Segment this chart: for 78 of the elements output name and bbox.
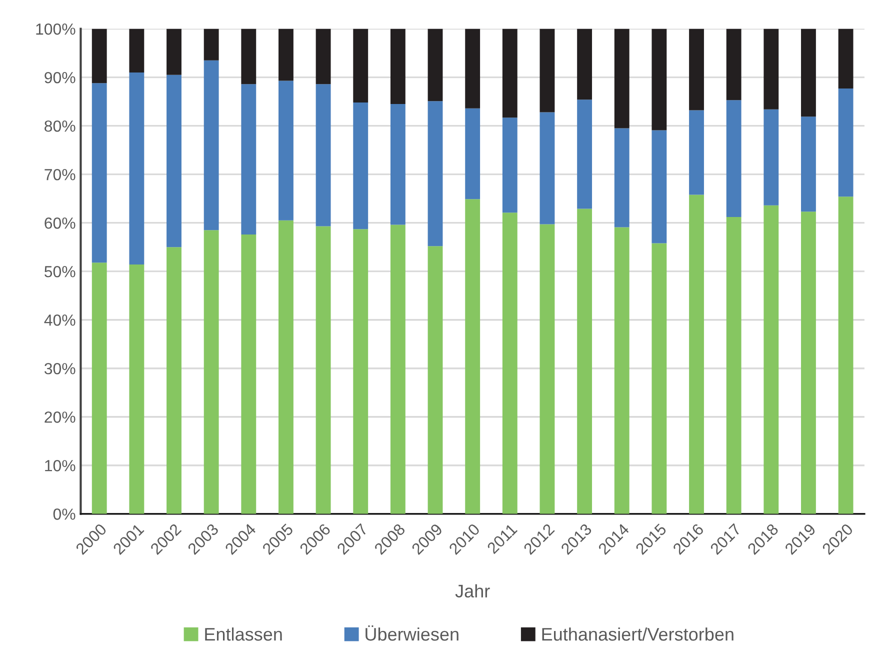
bar	[838, 196, 854, 514]
bar	[764, 109, 779, 206]
bar	[390, 224, 406, 514]
y-tick-label: 40%	[44, 314, 76, 326]
y-tick-label: 60%	[44, 217, 76, 229]
bar	[838, 88, 854, 197]
bar	[278, 220, 294, 514]
bar	[204, 60, 219, 230]
bar	[540, 112, 555, 224]
y-tick-label: 70%	[44, 168, 76, 180]
bar	[689, 110, 704, 195]
bar	[726, 100, 742, 218]
bar	[129, 72, 144, 265]
x-axis-title: Jahr	[455, 584, 490, 598]
y-tick-label: 100%	[36, 23, 76, 35]
bar	[801, 28, 816, 117]
bar	[428, 28, 443, 102]
bar	[316, 226, 331, 514]
bar	[540, 224, 555, 514]
y-tick-label: 80%	[44, 120, 76, 132]
bar	[502, 118, 518, 213]
bar	[129, 28, 144, 72]
bar	[241, 84, 256, 234]
bar	[614, 227, 630, 514]
bar	[689, 28, 704, 110]
legend-label: Überwiesen	[366, 625, 458, 641]
y-tick-label: 20%	[44, 412, 76, 423]
y-tick-label: 50%	[44, 266, 76, 278]
bar	[577, 208, 592, 514]
bar	[726, 28, 742, 100]
legend-label: Entlassen	[205, 627, 282, 641]
bar	[166, 247, 182, 514]
bar	[764, 205, 779, 514]
bar	[801, 212, 816, 514]
y-tick-label: 0%	[53, 508, 76, 520]
bar	[838, 28, 854, 88]
bar	[316, 28, 331, 84]
bar	[726, 217, 742, 514]
bar	[353, 28, 368, 103]
bar	[502, 28, 518, 118]
y-tick-label: 90%	[44, 72, 76, 84]
bar	[353, 229, 368, 514]
bar	[92, 28, 107, 84]
bar	[92, 262, 107, 514]
bar	[465, 28, 480, 108]
bar	[465, 199, 480, 514]
y-tick-label: 30%	[44, 363, 76, 374]
bar	[353, 102, 368, 230]
bar	[540, 28, 555, 112]
bar	[614, 128, 630, 228]
bar	[577, 28, 592, 100]
bar	[652, 28, 667, 130]
bar	[316, 84, 331, 226]
bar	[465, 108, 480, 200]
bar	[428, 246, 443, 514]
bar	[278, 28, 294, 81]
y-tick-label: 10%	[45, 460, 76, 472]
bar	[502, 212, 518, 514]
bar	[577, 100, 592, 209]
bar	[801, 116, 816, 212]
bar	[241, 234, 256, 514]
bar	[390, 28, 406, 104]
bar	[278, 80, 294, 220]
bar	[92, 83, 107, 263]
bar	[390, 104, 406, 225]
bar	[652, 130, 667, 244]
bar	[241, 28, 256, 84]
bar	[166, 74, 182, 248]
bar	[652, 243, 667, 514]
bar	[166, 28, 182, 75]
legend-label: Euthanasiert/Verstorben	[542, 627, 734, 641]
bar	[614, 28, 630, 128]
bar	[428, 101, 443, 246]
bar	[129, 264, 144, 514]
bar	[764, 28, 779, 110]
bar	[689, 194, 704, 514]
bar	[204, 28, 219, 60]
bar	[204, 230, 219, 514]
